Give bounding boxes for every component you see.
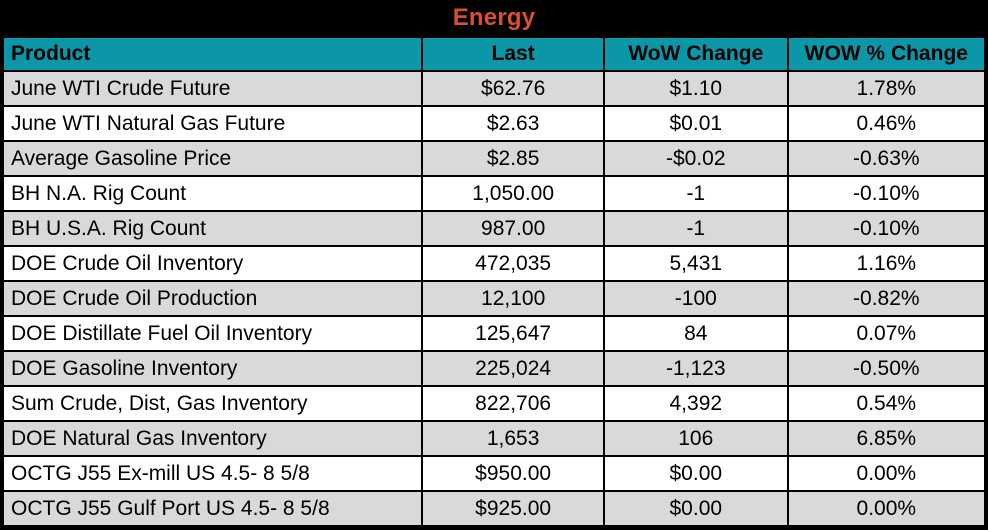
product-cell[interactable]: Average Gasoline Price bbox=[1, 140, 424, 177]
product-cell[interactable]: Sum Crude, Dist, Gas Inventory bbox=[1, 385, 424, 422]
wow-pct-change-cell[interactable]: 6.85% bbox=[786, 420, 987, 457]
product-cell[interactable]: DOE Crude Oil Inventory bbox=[1, 245, 424, 282]
wow-pct-change-cell[interactable]: 0.46% bbox=[786, 105, 987, 142]
last-cell[interactable]: 472,035 bbox=[421, 245, 605, 282]
wow-pct-change-cell[interactable]: 1.16% bbox=[786, 245, 987, 282]
table-row: Average Gasoline Price $2.85 -$0.02 -0.63% bbox=[1, 140, 987, 177]
wow-change-cell[interactable]: -100 bbox=[602, 280, 789, 317]
last-cell[interactable]: $62.76 bbox=[421, 70, 605, 107]
product-cell[interactable]: OCTG J55 Gulf Port US 4.5- 8 5/8 bbox=[1, 490, 424, 527]
last-cell[interactable]: 225,024 bbox=[421, 350, 605, 387]
last-cell[interactable]: 1,653 bbox=[421, 420, 605, 457]
table-header: Product Last WoW Change WOW % Change bbox=[1, 36, 987, 72]
table-row: BH N.A. Rig Count 1,050.00 -1 -0.10% bbox=[1, 175, 987, 212]
last-cell[interactable]: $925.00 bbox=[421, 490, 605, 527]
wow-change-cell[interactable]: $0.01 bbox=[602, 105, 789, 142]
last-cell[interactable]: $950.00 bbox=[421, 455, 605, 492]
column-header-last[interactable]: Last bbox=[421, 36, 605, 72]
product-cell[interactable]: DOE Distillate Fuel Oil Inventory bbox=[1, 315, 424, 352]
table-row: DOE Natural Gas Inventory 1,653 106 6.85% bbox=[1, 420, 987, 457]
table-body: June WTI Crude Future $62.76 $1.10 1.78% Jun… bbox=[1, 70, 987, 527]
wow-change-cell[interactable]: -1 bbox=[602, 210, 789, 247]
table-row: Sum Crude, Dist, Gas Inventory 822,706 4,3… bbox=[1, 385, 987, 422]
product-cell[interactable]: OCTG J55 Ex-mill US 4.5- 8 5/8 bbox=[1, 455, 424, 492]
wow-change-cell[interactable]: $0.00 bbox=[602, 455, 789, 492]
table-title: Energy bbox=[452, 4, 536, 31]
header-row: Product Last WoW Change WOW % Change bbox=[1, 36, 987, 72]
table-row: DOE Gasoline Inventory 225,024 -1,123 -0.50… bbox=[1, 350, 987, 387]
column-header-wow-change[interactable]: WoW Change bbox=[602, 36, 789, 72]
last-cell[interactable]: 1,050.00 bbox=[421, 175, 605, 212]
table-row: June WTI Natural Gas Future $2.63 $0.01 0.4… bbox=[1, 105, 987, 142]
wow-change-cell[interactable]: -1,123 bbox=[602, 350, 789, 387]
wow-pct-change-cell[interactable]: 0.00% bbox=[786, 455, 987, 492]
last-cell[interactable]: 125,647 bbox=[421, 315, 605, 352]
wow-pct-change-cell[interactable]: 0.07% bbox=[786, 315, 987, 352]
wow-pct-change-cell[interactable]: -0.10% bbox=[786, 210, 987, 247]
wow-pct-change-cell[interactable]: -0.50% bbox=[786, 350, 987, 387]
table-row: OCTG J55 Gulf Port US 4.5- 8 5/8 $925.00 $… bbox=[1, 490, 987, 527]
wow-pct-change-cell[interactable]: -0.82% bbox=[786, 280, 987, 317]
product-cell[interactable]: June WTI Crude Future bbox=[1, 70, 424, 107]
table-row: DOE Distillate Fuel Oil Inventory 125,647… bbox=[1, 315, 987, 352]
table-title-bar: Energy bbox=[2, 0, 986, 36]
wow-change-cell[interactable]: -1 bbox=[602, 175, 789, 212]
product-cell[interactable]: BH N.A. Rig Count bbox=[1, 175, 424, 212]
wow-pct-change-cell[interactable]: 1.78% bbox=[786, 70, 987, 107]
wow-change-cell[interactable]: 4,392 bbox=[602, 385, 789, 422]
table-row: June WTI Crude Future $62.76 $1.10 1.78% bbox=[1, 70, 987, 107]
product-cell[interactable]: DOE Gasoline Inventory bbox=[1, 350, 424, 387]
table-row: BH U.S.A. Rig Count 987.00 -1 -0.10% bbox=[1, 210, 987, 247]
product-cell[interactable]: June WTI Natural Gas Future bbox=[1, 105, 424, 142]
product-cell[interactable]: BH U.S.A. Rig Count bbox=[1, 210, 424, 247]
table-row: DOE Crude Oil Production 12,100 -100 -0.82% bbox=[1, 280, 987, 317]
wow-change-cell[interactable]: $1.10 bbox=[602, 70, 789, 107]
table-row: OCTG J55 Ex-mill US 4.5- 8 5/8 $950.00 $0.… bbox=[1, 455, 987, 492]
energy-table: Product Last WoW Change WOW % Change Jun… bbox=[1, 36, 987, 527]
last-cell[interactable]: $2.85 bbox=[421, 140, 605, 177]
last-cell[interactable]: 822,706 bbox=[421, 385, 605, 422]
column-header-product[interactable]: Product bbox=[1, 36, 424, 72]
wow-change-cell[interactable]: 84 bbox=[602, 315, 789, 352]
wow-change-cell[interactable]: $0.00 bbox=[602, 490, 789, 527]
last-cell[interactable]: 987.00 bbox=[421, 210, 605, 247]
last-cell[interactable]: 12,100 bbox=[421, 280, 605, 317]
wow-change-cell[interactable]: -$0.02 bbox=[602, 140, 789, 177]
wow-pct-change-cell[interactable]: -0.10% bbox=[786, 175, 987, 212]
product-cell[interactable]: DOE Crude Oil Production bbox=[1, 280, 424, 317]
wow-change-cell[interactable]: 5,431 bbox=[602, 245, 789, 282]
wow-pct-change-cell[interactable]: -0.63% bbox=[786, 140, 987, 177]
wow-pct-change-cell[interactable]: 0.00% bbox=[786, 490, 987, 527]
column-header-wow-pct-change[interactable]: WOW % Change bbox=[786, 36, 987, 72]
table-row: DOE Crude Oil Inventory 472,035 5,431 1.16% bbox=[1, 245, 987, 282]
last-cell[interactable]: $2.63 bbox=[421, 105, 605, 142]
product-cell[interactable]: DOE Natural Gas Inventory bbox=[1, 420, 424, 457]
wow-pct-change-cell[interactable]: 0.54% bbox=[786, 385, 987, 422]
wow-change-cell[interactable]: 106 bbox=[602, 420, 789, 457]
